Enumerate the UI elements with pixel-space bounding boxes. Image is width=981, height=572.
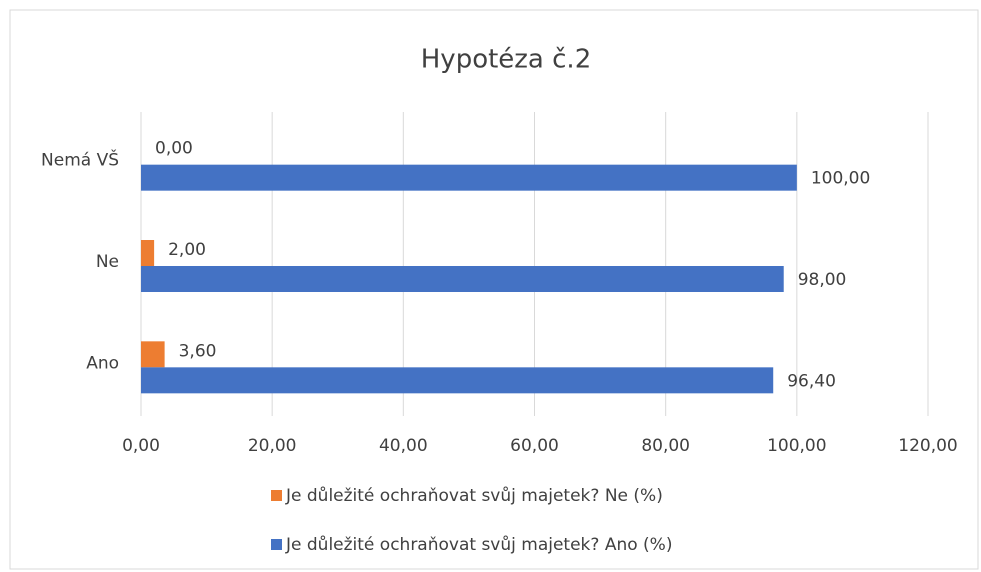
bar — [141, 367, 774, 394]
data-label: 3,60 — [179, 341, 217, 361]
legend-label: Je důležité ochraňovat svůj majetek? Ano… — [285, 535, 672, 555]
legend-label: Je důležité ochraňovat svůj majetek? Ne … — [285, 486, 663, 506]
x-tick-label: 60,00 — [510, 436, 559, 456]
bar — [141, 341, 165, 368]
x-tick-label: 100,00 — [767, 436, 826, 456]
x-tick-label: 120,00 — [898, 436, 957, 456]
legend-swatch — [271, 539, 282, 550]
y-tick-label: Ano — [86, 353, 119, 373]
x-tick-label: 80,00 — [641, 436, 690, 456]
bar — [141, 164, 797, 191]
data-label: 96,40 — [787, 371, 836, 391]
data-label: 2,00 — [168, 240, 206, 260]
data-label: 0,00 — [155, 139, 193, 159]
bar — [141, 240, 155, 266]
x-tick-label: 40,00 — [379, 436, 428, 456]
chart-title: Hypotéza č.2 — [421, 45, 592, 75]
data-label: 100,00 — [811, 169, 870, 189]
data-label: 98,00 — [798, 270, 847, 290]
x-tick-label: 20,00 — [248, 436, 297, 456]
x-tick-label: 0,00 — [122, 436, 160, 456]
y-tick-label: Ne — [96, 252, 119, 272]
y-tick-label: Nemá VŠ — [41, 149, 119, 171]
bar — [141, 266, 784, 292]
legend-swatch — [271, 490, 282, 501]
